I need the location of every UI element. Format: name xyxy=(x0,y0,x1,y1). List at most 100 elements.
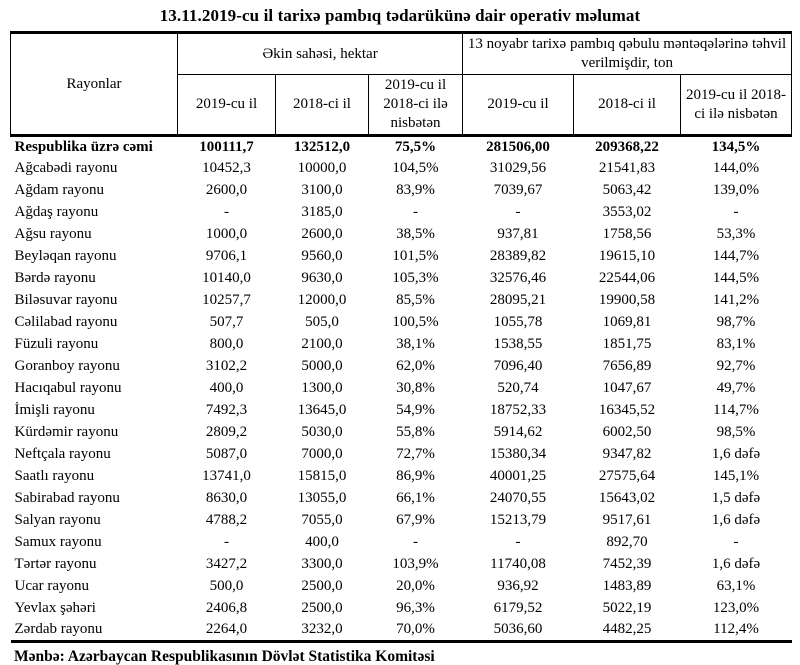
value-cell: 5914,62 xyxy=(493,424,543,440)
table-row: Ağcabədi rayonu 10452,3 10000,0 104,5% 31029… xyxy=(11,158,792,180)
region-name: Ağcabədi rayonu xyxy=(14,160,118,176)
group-header-delivered: 13 noyabr tarixə pambıq qəbulu məntəqələ… xyxy=(462,31,793,75)
column-header-2018-area: 2018-ci il xyxy=(275,74,369,137)
value-cell: 6002,50 xyxy=(602,424,652,440)
region-name: Hacıqabul rayonu xyxy=(14,380,122,396)
value-cell: 30,8% xyxy=(396,380,435,396)
table-row: Biləsuvar rayonu 10257,7 12000,0 85,5% 28095… xyxy=(11,290,792,312)
value-cell: - xyxy=(733,204,739,220)
region-name: Neftçala rayonu xyxy=(14,446,111,462)
value-cell: 3232,0 xyxy=(275,619,369,643)
value-cell: 18752,33 xyxy=(489,402,547,418)
region-name: Tərtər rayonu xyxy=(14,556,97,572)
region-name: Ucar rayonu xyxy=(14,578,90,594)
region-name: Zərdab rayonu xyxy=(10,619,178,643)
value-cell: 100,5% xyxy=(392,314,439,330)
value-cell: 92,7% xyxy=(716,358,756,374)
value-cell: 4482,25 xyxy=(573,619,681,643)
value-cell: 9630,0 xyxy=(301,270,343,286)
value-cell: 13645,0 xyxy=(297,402,347,418)
value-cell: 3553,02 xyxy=(602,204,652,220)
value-cell: 55,8% xyxy=(396,424,435,440)
value-cell: 13055,0 xyxy=(297,490,347,506)
value-cell: 10000,0 xyxy=(297,160,347,176)
value-cell: 520,74 xyxy=(497,380,539,396)
value-cell: 500,0 xyxy=(209,578,244,594)
column-header-2019-ton: 2019-cu il xyxy=(462,74,575,137)
table-row: Samux rayonu - 400,0 - - 892,70 - xyxy=(11,532,792,554)
region-name: İmişli rayonu xyxy=(14,402,95,418)
value-cell: 83,9% xyxy=(396,182,435,198)
table-row: Ağdaş rayonu - 3185,0 - - 3553,02 - xyxy=(11,202,792,224)
value-cell: 12000,0 xyxy=(297,292,347,308)
region-name: Beyləqan rayonu xyxy=(14,248,117,264)
table-row: Respublika üzrə cəmi 100111,7 132512,0 75,5… xyxy=(11,136,792,158)
value-cell: 400,0 xyxy=(305,534,339,550)
value-cell: 1,6 dəfə xyxy=(711,556,761,572)
region-name: Füzuli rayonu xyxy=(14,336,99,352)
table-row: Ağdam rayonu 2600,0 3100,0 83,9% 7039,67 5063… xyxy=(11,180,792,202)
value-cell: 53,3% xyxy=(716,226,756,242)
source-note: Mənbə: Azərbaycan Respublikasının Dövlət… xyxy=(14,648,435,665)
value-cell: 101,5% xyxy=(392,248,439,264)
value-cell: 7039,67 xyxy=(493,182,543,198)
value-cell: 5000,0 xyxy=(301,358,343,374)
region-name: Ağdam rayonu xyxy=(14,182,105,198)
value-cell: 10257,7 xyxy=(202,292,251,308)
value-cell: 62,0% xyxy=(396,358,435,374)
table-row: Füzuli rayonu 800,0 2100,0 38,1% 1538,55 1851… xyxy=(11,334,792,356)
value-cell: 7000,0 xyxy=(301,446,343,462)
value-cell: - xyxy=(733,534,739,550)
table-row: Cəlilabad rayonu 507,7 505,0 100,5% 1055,78 1… xyxy=(11,312,792,334)
data-table: Rayonlar Əkin sahəsi, hektar 13 noyabr t… xyxy=(10,31,793,643)
value-cell: 5030,0 xyxy=(301,424,343,440)
region-name: Saatlı rayonu xyxy=(14,468,95,484)
region-name: Goranboy rayonu xyxy=(14,358,120,374)
value-cell: 38,1% xyxy=(396,336,435,352)
value-cell: 141,2% xyxy=(712,292,760,308)
value-cell: 104,5% xyxy=(392,160,439,176)
value-cell: 15380,34 xyxy=(489,446,547,462)
value-cell: 98,7% xyxy=(716,314,756,330)
value-cell: 507,7 xyxy=(209,314,244,330)
region-name: Respublika üzrə cəmi xyxy=(14,138,153,155)
value-cell: 96,3% xyxy=(396,600,435,616)
value-cell: 1300,0 xyxy=(301,380,343,396)
table-row: Kürdəmir rayonu 2809,2 5030,0 55,8% 5914,62 6… xyxy=(11,422,792,444)
table-row: Saatlı rayonu 13741,0 15815,0 86,9% 40001,25… xyxy=(11,466,792,488)
value-cell: 134,5% xyxy=(711,138,761,155)
value-cell: 8630,0 xyxy=(205,490,248,506)
value-cell: 86,9% xyxy=(396,468,435,484)
value-cell: - xyxy=(413,534,418,550)
value-cell: 937,81 xyxy=(497,226,539,242)
value-cell: 5087,0 xyxy=(205,446,248,462)
value-cell: 1758,56 xyxy=(602,226,652,242)
page-title: 13.11.2019-cu il tarixə pambıq tədarükün… xyxy=(159,6,641,25)
value-cell: 1538,55 xyxy=(493,336,543,352)
table-row: Tərtər rayonu 3427,2 3300,0 103,9% 11740,08 7… xyxy=(11,554,792,576)
value-cell: 3185,0 xyxy=(301,204,343,220)
value-cell: 22544,06 xyxy=(598,270,656,286)
value-cell: 123,0% xyxy=(712,600,760,616)
table-row: Ağsu rayonu 1000,0 2600,0 38,5% 937,81 1758,5… xyxy=(11,224,792,246)
value-cell: 144,0% xyxy=(712,160,760,176)
value-cell: 1,6 dəfə xyxy=(711,446,761,462)
region-name: Ağdaş rayonu xyxy=(14,204,99,220)
value-cell: 7492,3 xyxy=(205,402,248,418)
value-cell: 1,6 dəfə xyxy=(711,512,761,528)
value-cell: 145,1% xyxy=(712,468,760,484)
value-cell: 400,0 xyxy=(209,380,244,396)
value-cell: 20,0% xyxy=(396,578,435,594)
value-cell: 66,1% xyxy=(396,490,435,506)
value-cell: 1055,78 xyxy=(493,314,543,330)
value-cell: 16345,52 xyxy=(598,402,656,418)
table-row: Neftçala rayonu 5087,0 7000,0 72,7% 15380,34… xyxy=(11,444,792,466)
value-cell: 28389,82 xyxy=(489,248,547,264)
value-cell: 7096,40 xyxy=(493,358,543,374)
value-cell: 2809,2 xyxy=(205,424,248,440)
value-cell: 2406,8 xyxy=(205,600,248,616)
value-cell: 1,5 dəfə xyxy=(711,490,761,506)
value-cell: 1069,81 xyxy=(602,314,652,330)
value-cell: 70,0% xyxy=(368,619,463,643)
